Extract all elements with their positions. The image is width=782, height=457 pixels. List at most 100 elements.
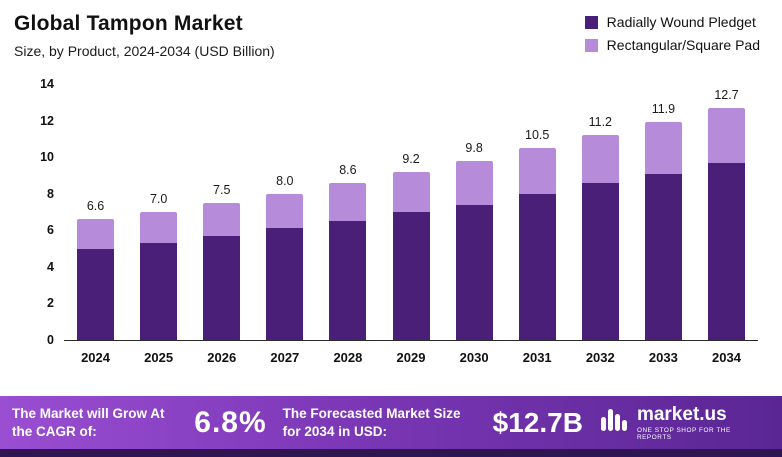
bar-total-label: 11.9 — [651, 102, 676, 117]
bar-total-label: 8.0 — [276, 173, 294, 188]
forecast-label: The Forecasted Market Size for 2034 in U… — [282, 405, 461, 439]
legend-swatch — [584, 38, 598, 52]
page-title: Global Tampon Market — [14, 12, 243, 35]
chart-header: Global Tampon Market Size, by Product, 2… — [14, 12, 766, 59]
segment-rectangular-square-pad — [707, 107, 745, 163]
bar-group-2032: 11.2 — [569, 115, 632, 340]
segment-radially-wound-pledget — [455, 204, 493, 340]
bars-container: 6.6 7.0 7.5 8.0 8.6 9.2 9.8 10.5 11.2 11.9 12.7 — [64, 85, 758, 340]
bar-group-2025: 7.0 — [127, 192, 190, 340]
bar-total-label: 8.6 — [339, 162, 357, 177]
cagr-value: 6.8% — [194, 405, 267, 439]
segment-radially-wound-pledget — [707, 162, 745, 340]
bar-group-2030: 9.8 — [443, 141, 506, 340]
bar-stack — [329, 182, 367, 340]
segment-rectangular-square-pad — [518, 148, 556, 194]
segment-radially-wound-pledget — [644, 173, 682, 340]
segment-rectangular-square-pad — [329, 182, 367, 222]
bar-group-2024: 6.6 — [64, 199, 127, 340]
segment-radially-wound-pledget — [392, 212, 430, 340]
banner-bottom-strip — [0, 449, 782, 457]
segment-rectangular-square-pad — [392, 171, 430, 212]
segment-radially-wound-pledget — [266, 228, 304, 340]
bar-stack — [518, 148, 556, 340]
bar-stack — [455, 160, 493, 340]
legend: Radially Wound Pledget Rectangular/Squar… — [584, 14, 766, 53]
page-subtitle: Size, by Product, 2024-2034 (USD Billion… — [14, 43, 275, 59]
y-axis-tick-2: 2 — [47, 296, 54, 311]
bar-total-label: 9.8 — [465, 140, 483, 155]
segment-radially-wound-pledget — [140, 243, 178, 340]
logo-texts: market.us ONE STOP SHOP FOR THE REPORTS — [637, 405, 766, 441]
segment-radially-wound-pledget — [77, 248, 115, 340]
bar-total-label: 7.5 — [213, 182, 231, 197]
segment-rectangular-square-pad — [203, 202, 241, 236]
bar-total-label: 10.5 — [525, 128, 550, 143]
cagr-banner: The Market will Grow At the CAGR of: 6.8… — [0, 396, 782, 449]
x-axis-label-2033: 2033 — [648, 350, 678, 365]
bar-group-2028: 8.6 — [316, 163, 379, 340]
chart-plot-area: 6.6 7.0 7.5 8.0 8.6 9.2 9.8 10.5 11.2 11.9 12.7 0 2… — [40, 77, 758, 347]
bar-stack — [581, 135, 619, 340]
x-axis-label-2024: 2024 — [81, 350, 110, 365]
bar-stack — [203, 202, 241, 340]
segment-rectangular-square-pad — [644, 122, 682, 174]
logo-tagline: ONE STOP SHOP FOR THE REPORTS — [636, 426, 731, 441]
segment-rectangular-square-pad — [77, 219, 115, 249]
bar-stack — [140, 212, 178, 340]
segment-rectangular-square-pad — [140, 212, 178, 244]
marketus-logo: market.us ONE STOP SHOP FOR THE REPORTS — [599, 405, 770, 441]
legend-item-radially-wound-pledget: Radially Wound Pledget — [584, 14, 760, 30]
bar-stack — [707, 107, 745, 340]
x-axis-label-2031: 2031 — [522, 350, 552, 365]
bar-stack — [392, 171, 430, 340]
title-block: Global Tampon Market Size, by Product, 2… — [14, 12, 275, 59]
y-axis-tick-10: 10 — [40, 150, 54, 165]
bar-group-2027: 8.0 — [253, 174, 316, 340]
segment-radially-wound-pledget — [581, 182, 619, 340]
legend-item-rectangular-square-pad: Rectangular/Square Pad — [584, 37, 760, 53]
x-axis-label-2025: 2025 — [144, 350, 174, 365]
chart-card: Global Tampon Market Size, by Product, 2… — [14, 12, 766, 365]
bar-total-label: 6.6 — [86, 199, 105, 214]
segment-rectangular-square-pad — [455, 160, 493, 205]
bar-stack — [644, 122, 682, 340]
bar-stack — [266, 193, 304, 340]
bar-total-label: 9.2 — [402, 151, 420, 166]
bar-total-label: 11.2 — [588, 115, 612, 130]
bar-group-2029: 9.2 — [379, 152, 442, 340]
x-axis-label-2034: 2034 — [712, 350, 741, 365]
bar-group-2033: 11.9 — [632, 102, 695, 340]
bar-total-label: 12.7 — [714, 87, 739, 102]
bar-group-2031: 10.5 — [506, 128, 569, 340]
y-axis-tick-0: 0 — [47, 333, 54, 347]
segment-radially-wound-pledget — [518, 193, 556, 340]
x-axis-label-2029: 2029 — [396, 350, 426, 365]
segment-rectangular-square-pad — [266, 193, 304, 229]
x-axis-label-2026: 2026 — [207, 350, 237, 365]
y-axis-tick-4: 4 — [47, 259, 54, 274]
y-axis-tick-6: 6 — [47, 223, 54, 238]
x-axis-label-2028: 2028 — [333, 350, 363, 365]
x-axis-label-2032: 2032 — [585, 350, 615, 365]
legend-label: Rectangular/Square Pad — [606, 37, 760, 53]
bar-total-label: 7.0 — [149, 192, 168, 207]
x-axis-labels: 2024 2025 2026 2027 2028 2029 2030 2031 2032 2033… — [64, 350, 758, 365]
segment-radially-wound-pledget — [203, 235, 241, 340]
logo-name: market.us — [636, 403, 727, 425]
bar-stack — [77, 219, 115, 340]
y-axis-tick-8: 8 — [47, 186, 54, 201]
y-axis-tick-12: 12 — [40, 113, 54, 128]
bar-group-2026: 7.5 — [190, 183, 253, 340]
legend-swatch — [584, 15, 598, 29]
legend-label: Radially Wound Pledget — [606, 14, 756, 30]
x-axis-label-2027: 2027 — [270, 350, 300, 365]
cagr-label: The Market will Grow At the CAGR of: — [12, 405, 165, 439]
segment-rectangular-square-pad — [581, 135, 619, 183]
x-axis-label-2030: 2030 — [459, 350, 489, 365]
bar-group-2034: 12.7 — [695, 88, 758, 340]
segment-radially-wound-pledget — [329, 221, 367, 340]
marketus-logo-icon — [599, 405, 629, 440]
forecast-value: $12.7B — [492, 406, 583, 438]
